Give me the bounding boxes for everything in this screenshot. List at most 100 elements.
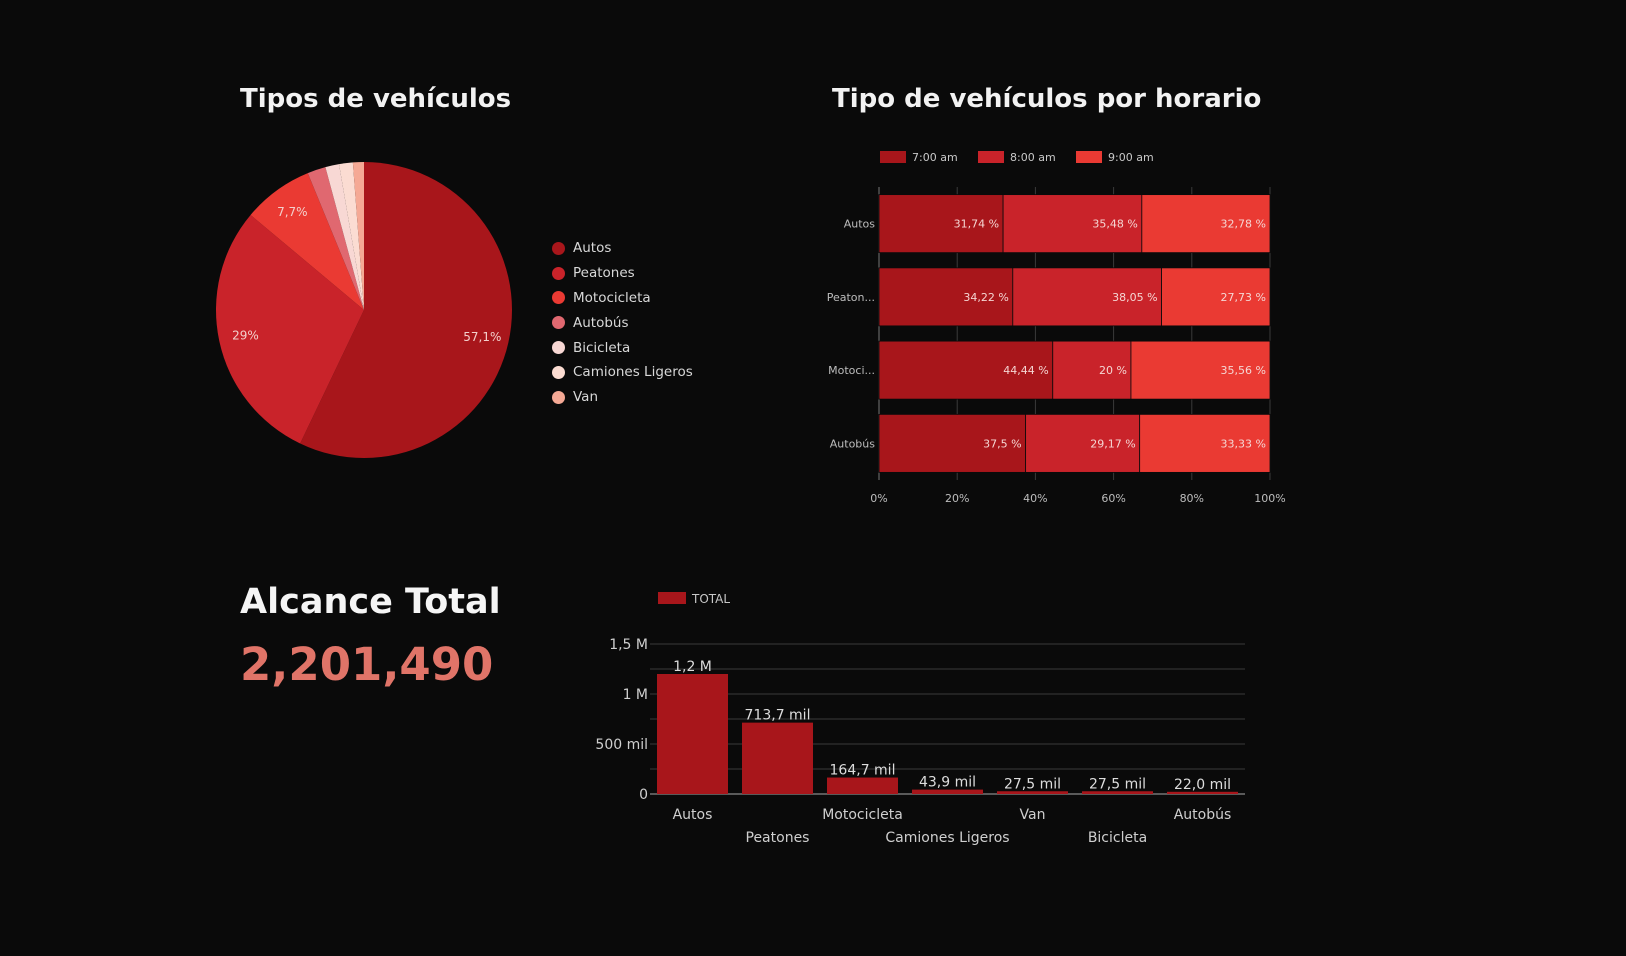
stacked-bar-segment: [1052, 340, 1132, 400]
stacked-bar-segment: [878, 267, 1014, 327]
bar-data-label: 34,22 %: [963, 291, 1008, 304]
pie-slice: [300, 162, 512, 458]
y-tick-label: 0: [639, 787, 648, 803]
stacked-bar-segment: [1130, 340, 1271, 400]
x-tick-label: 100%: [1254, 492, 1285, 505]
stacked-bar-chart-title: Tipo de vehículos por horario: [832, 84, 1262, 114]
legend-item: Autos: [552, 236, 693, 261]
legend-swatch: [880, 151, 906, 163]
category-label: Autobús: [830, 437, 875, 450]
category-label: Peaton...: [827, 291, 875, 304]
stacked-bar-segment: [878, 413, 1027, 473]
bar-data-label: 22,0 mil: [1174, 777, 1231, 793]
legend-item: Peatones: [552, 261, 693, 286]
stacked-bar-segment: [1161, 267, 1271, 327]
legend-swatch: [552, 291, 565, 305]
stacked-bar-segment: [878, 194, 1004, 254]
pie-slice: [325, 164, 364, 310]
legend-swatch: [978, 151, 1004, 163]
category-label: Autos: [673, 807, 713, 823]
legend-swatch: [552, 365, 565, 379]
legend-label: 9:00 am: [1108, 151, 1154, 164]
legend-swatch: [1076, 151, 1102, 163]
pie-slice: [339, 162, 364, 310]
legend-label: 7:00 am: [912, 151, 958, 164]
pie-slice: [215, 214, 364, 444]
stacked-bar-segment: [1012, 267, 1162, 327]
column-bar: [1167, 791, 1238, 794]
bar-data-label: 164,7 mil: [830, 763, 896, 779]
stacked-bar-segment: [1139, 413, 1271, 473]
column-bar: [742, 722, 813, 794]
bar-data-label: 37,5 %: [983, 437, 1021, 450]
x-tick-label: 80%: [1180, 492, 1204, 505]
category-label: Autos: [844, 218, 876, 231]
legend-label: TOTAL: [691, 592, 730, 606]
category-label: Peatones: [746, 830, 810, 846]
pie-data-label: 57,1%: [463, 330, 501, 344]
legend-swatch: [658, 592, 686, 604]
legend-item: Van: [552, 385, 693, 410]
total-reach-value: 2,201,490: [240, 638, 494, 691]
vehicle-schedule-stacked-bar-chart: 7:00 am 8:00 am 9:00 am 0% 20% 40% 60% 80% 100% 3…: [827, 151, 1286, 505]
x-tick-label: 40%: [1023, 492, 1047, 505]
bar-data-label: 27,73 %: [1221, 291, 1266, 304]
legend-label: 8:00 am: [1010, 151, 1056, 164]
column-bar: [1082, 791, 1153, 794]
y-tick-label: 500 mil: [595, 737, 648, 753]
legend-swatch: [552, 241, 565, 255]
bar-data-label: 27,5 mil: [1004, 776, 1061, 792]
legend-item: Bicicleta: [552, 335, 693, 360]
bar-data-label: 31,74 %: [954, 218, 999, 231]
bar-data-label: 43,9 mil: [919, 775, 976, 791]
total-reach-label: Alcance Total: [240, 582, 501, 622]
stacked-bar-segment: [1141, 194, 1271, 254]
x-tick-label: 20%: [945, 492, 969, 505]
stacked-bar-segment: [1025, 413, 1141, 473]
bar-data-label: 713,7 mil: [745, 708, 811, 724]
category-label: Bicicleta: [1088, 830, 1147, 846]
vehicle-type-pie-chart: 57,1% 29% 7,7%: [215, 162, 512, 458]
legend-label: Motocicleta: [573, 289, 651, 306]
legend-label: Autos: [573, 240, 612, 257]
bar-data-label: 44,44 %: [1003, 364, 1048, 377]
category-label: Van: [1020, 807, 1046, 823]
category-label: Motoci...: [828, 364, 875, 377]
legend-label: Bicicleta: [573, 339, 631, 356]
legend-swatch: [552, 390, 565, 404]
y-tick-label: 1,5 M: [609, 637, 648, 653]
column-bar: [912, 789, 983, 794]
legend-swatch: [552, 341, 565, 355]
stacked-bar-segment: [878, 340, 1054, 400]
legend-item: Camiones Ligeros: [552, 360, 693, 385]
pie-slice: [250, 173, 364, 310]
pie-slice: [307, 167, 364, 310]
bar-data-label: 35,48 %: [1092, 218, 1137, 231]
pie-legend: Autos Peatones Motocicleta Autobús Bicicleta…: [552, 236, 693, 410]
x-tick-label: 0%: [870, 492, 887, 505]
category-label: Autobús: [1174, 807, 1232, 823]
legend-item: Autobús: [552, 310, 693, 335]
column-bar: [827, 777, 898, 794]
y-tick-label: 1 M: [623, 687, 648, 703]
pie-data-label: 7,7%: [277, 205, 308, 219]
bar-data-label: 29,17 %: [1090, 437, 1135, 450]
vehicle-total-column-chart: TOTAL 0 500 mil 1 M 1,5 M 1,2 M Autos 713,7 mil…: [595, 592, 1245, 846]
column-bar: [657, 674, 728, 794]
legend-swatch: [552, 266, 565, 280]
bar-data-label: 33,33 %: [1221, 437, 1266, 450]
legend-item: Motocicleta: [552, 286, 693, 311]
legend-label: Van: [573, 389, 599, 406]
bar-data-label: 35,56 %: [1221, 364, 1266, 377]
bar-data-label: 32,78 %: [1221, 218, 1266, 231]
pie-slice: [352, 162, 364, 310]
legend-label: Peatones: [573, 265, 635, 282]
category-label: Camiones Ligeros: [885, 830, 1009, 846]
pie-data-label: 29%: [232, 329, 259, 343]
bar-data-label: 1,2 M: [673, 659, 712, 675]
legend-label: Camiones Ligeros: [573, 364, 693, 381]
bar-data-label: 38,05 %: [1112, 291, 1157, 304]
pie-chart-title: Tipos de vehículos: [240, 84, 512, 114]
category-label: Motocicleta: [822, 807, 903, 823]
x-tick-label: 60%: [1101, 492, 1125, 505]
